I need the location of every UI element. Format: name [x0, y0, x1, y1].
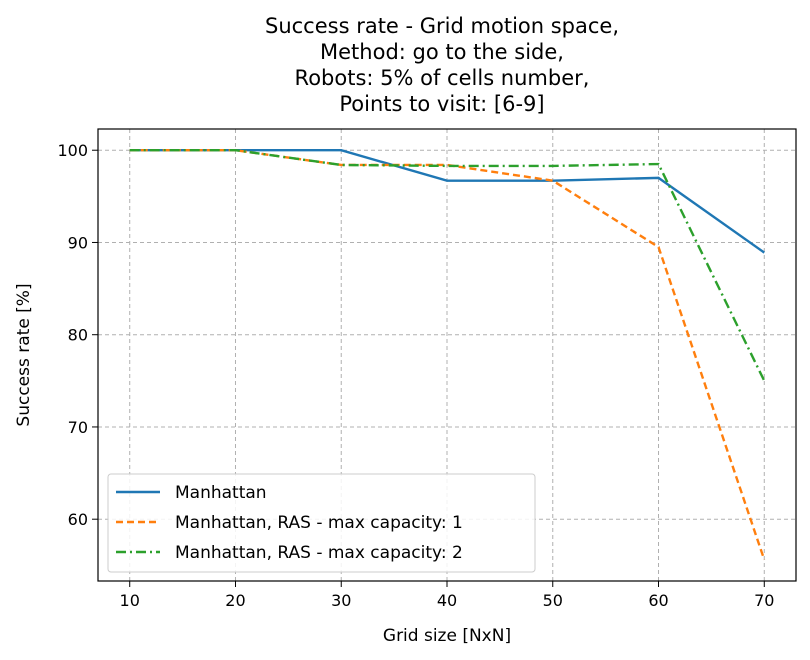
chart-title-line-2: Method: go to the side,: [320, 40, 564, 64]
series-line-3: [129, 149, 766, 382]
legend-label-2: Manhattan, RAS - max capacity: 1: [175, 513, 463, 533]
legend-box: [107, 473, 536, 573]
x-tick-label: 10: [120, 591, 140, 610]
chart-title: Success rate - Grid motion space, Method…: [265, 14, 619, 116]
x-tick-label: 70: [754, 591, 774, 610]
legend-label-3: Manhattan, RAS - max capacity: 2: [175, 543, 463, 563]
y-axis-label: Success rate [%]: [14, 283, 34, 426]
x-axis-ticks: 10 20 30 40 50 60 70: [120, 581, 774, 610]
y-axis-ticks: 60 70 80 90 100: [57, 141, 98, 529]
chart-title-line-4: Points to visit: [6-9]: [339, 92, 544, 116]
x-tick-label: 20: [225, 591, 245, 610]
x-tick-label: 30: [331, 591, 351, 610]
x-axis-label: Grid size [NxN]: [383, 626, 511, 646]
chart-title-line-1: Success rate - Grid motion space,: [265, 14, 619, 38]
legend: Manhattan Manhattan, RAS - max capacity: …: [107, 473, 536, 573]
x-tick-label: 50: [543, 591, 563, 610]
chart-title-line-3: Robots: 5% of cells number,: [295, 66, 590, 90]
y-tick-label: 60: [68, 510, 88, 529]
grid-lines: [98, 129, 796, 581]
x-tick-label: 60: [648, 591, 668, 610]
series-lines: [129, 149, 766, 561]
y-tick-label: 80: [68, 326, 88, 345]
legend-label-1: Manhattan: [175, 483, 267, 503]
y-tick-label: 100: [57, 141, 88, 160]
y-tick-label: 70: [68, 418, 88, 437]
x-tick-label: 40: [437, 591, 457, 610]
y-tick-label: 90: [68, 233, 88, 252]
